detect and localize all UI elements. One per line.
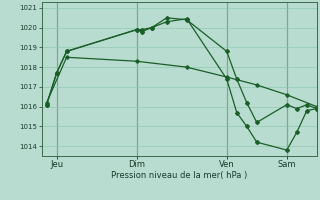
X-axis label: Pression niveau de la mer( hPa ): Pression niveau de la mer( hPa )	[111, 171, 247, 180]
